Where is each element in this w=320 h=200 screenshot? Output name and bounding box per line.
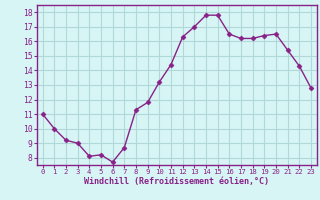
X-axis label: Windchill (Refroidissement éolien,°C): Windchill (Refroidissement éolien,°C) <box>84 177 269 186</box>
